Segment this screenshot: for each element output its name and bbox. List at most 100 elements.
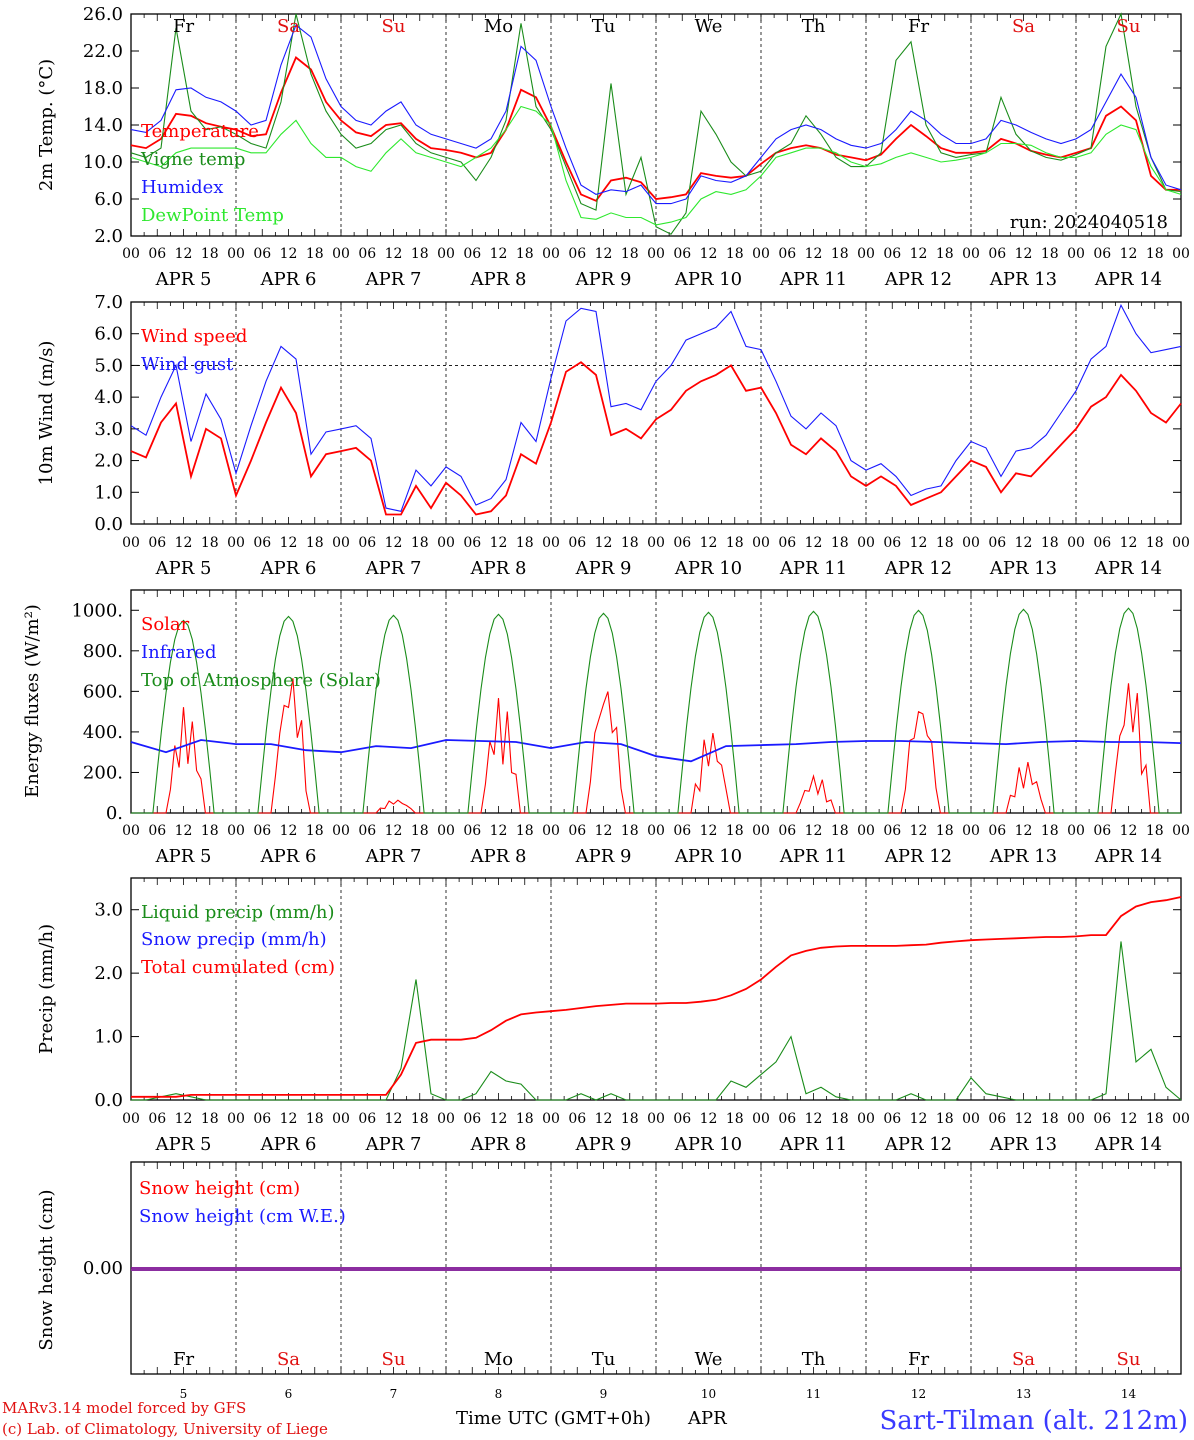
hour-label: 18 xyxy=(621,246,639,262)
hour-label: 00 xyxy=(437,1111,455,1127)
hour-label: 12 xyxy=(490,1111,508,1127)
hour-label: 12 xyxy=(385,823,403,839)
date-label: APR 11 xyxy=(779,1134,847,1155)
hour-label: 06 xyxy=(358,1111,376,1127)
date-number: 8 xyxy=(495,1387,503,1401)
hour-label: 06 xyxy=(568,1111,586,1127)
hour-label: 12 xyxy=(385,535,403,551)
date-number: 10 xyxy=(701,1387,716,1401)
hour-label: 00 xyxy=(332,535,350,551)
hour-label: 06 xyxy=(463,535,481,551)
hour-label: 12 xyxy=(490,823,508,839)
y-tick-label: 0.00 xyxy=(83,1258,123,1279)
hour-label: 12 xyxy=(700,823,718,839)
hour-label: 00 xyxy=(332,246,350,262)
hour-label: 06 xyxy=(253,823,271,839)
hour-label: 18 xyxy=(1041,246,1059,262)
date-label: APR 14 xyxy=(1094,1134,1162,1155)
hour-label: 12 xyxy=(700,1111,718,1127)
hour-label: 06 xyxy=(778,246,796,262)
day-name-bottom: Su xyxy=(382,1349,406,1370)
panel-1 xyxy=(130,12,1182,237)
hour-label: 18 xyxy=(831,246,849,262)
date-label: APR 12 xyxy=(884,846,952,867)
hour-label: 18 xyxy=(201,1111,219,1127)
hour-label: 00 xyxy=(962,246,980,262)
hour-label: 00 xyxy=(437,246,455,262)
day-name-top: Sa xyxy=(277,16,300,37)
series-line xyxy=(131,896,1182,1098)
hour-label: 06 xyxy=(253,535,271,551)
hour-label: 06 xyxy=(988,823,1006,839)
y-tick-label: 2.0 xyxy=(94,451,123,472)
hour-label: 00 xyxy=(962,1111,980,1127)
footer-model-line: MARv3.14 model forced by GFS xyxy=(2,1399,246,1417)
hour-label: 12 xyxy=(1015,246,1033,262)
hour-label: 06 xyxy=(1093,246,1111,262)
hour-label: 18 xyxy=(1146,1111,1164,1127)
date-label: APR 13 xyxy=(989,269,1057,290)
hour-label: 12 xyxy=(805,246,823,262)
hour-label: 18 xyxy=(306,823,324,839)
legend-entry: Snow height (cm) xyxy=(139,1178,300,1199)
hour-label: 06 xyxy=(883,1111,901,1127)
hour-label: 06 xyxy=(358,823,376,839)
y-axis-title: Precip (mm/h) xyxy=(36,924,57,1054)
date-number: 11 xyxy=(806,1387,821,1401)
date-label: APR 14 xyxy=(1094,269,1162,290)
hour-label: 06 xyxy=(463,823,481,839)
hour-label: 00 xyxy=(227,535,245,551)
hour-label: 00 xyxy=(857,246,875,262)
hour-label: 18 xyxy=(411,1111,429,1127)
date-label: APR 13 xyxy=(989,558,1057,579)
legend-entry: DewPoint Temp xyxy=(141,205,284,226)
hour-label: 06 xyxy=(778,535,796,551)
legend-entry: Snow height (cm W.E.) xyxy=(139,1206,346,1227)
hour-label: 06 xyxy=(1093,535,1111,551)
panel-frame xyxy=(130,589,1182,814)
hour-label: 18 xyxy=(831,1111,849,1127)
hour-label: 06 xyxy=(988,535,1006,551)
hour-label: 12 xyxy=(280,823,298,839)
date-number: 14 xyxy=(1121,1387,1137,1401)
legend-entry: Humidex xyxy=(141,177,223,198)
date-number: 13 xyxy=(1016,1387,1031,1401)
hour-label: 12 xyxy=(595,535,613,551)
legend-entry: Liquid precip (mm/h) xyxy=(141,902,335,923)
hour-label: 06 xyxy=(253,1111,271,1127)
series-line xyxy=(130,303,1182,512)
y-tick-label: 6.0 xyxy=(94,324,123,345)
date-label: APR 5 xyxy=(155,846,212,867)
hour-label: 18 xyxy=(1146,823,1164,839)
legend-entry: Solar xyxy=(141,614,190,635)
hour-label: 12 xyxy=(1120,535,1138,551)
hour-label: 00 xyxy=(332,823,350,839)
hour-label: 00 xyxy=(857,823,875,839)
hour-label: 12 xyxy=(385,246,403,262)
hour-label: 00 xyxy=(542,823,560,839)
y-tick-label: 600. xyxy=(83,681,123,702)
hour-label: 00 xyxy=(1067,1111,1085,1127)
hour-label: 18 xyxy=(1041,823,1059,839)
hour-label: 12 xyxy=(1120,823,1138,839)
hour-label: 06 xyxy=(358,246,376,262)
legend-entry: Wind speed xyxy=(141,326,247,347)
panel-2 xyxy=(130,301,1182,525)
hour-label: 12 xyxy=(1120,246,1138,262)
legend-entry: Vigne temp xyxy=(140,149,245,170)
date-number: 9 xyxy=(600,1387,608,1401)
hour-label: 12 xyxy=(1120,1111,1138,1127)
hour-label: 00 xyxy=(752,1111,770,1127)
hour-label: 12 xyxy=(490,246,508,262)
hour-label: 18 xyxy=(411,246,429,262)
date-number: 6 xyxy=(285,1387,293,1401)
date-label: APR 10 xyxy=(674,558,742,579)
hour-label: 00 xyxy=(542,535,560,551)
hour-label: 12 xyxy=(910,246,928,262)
y-tick-label: 800. xyxy=(83,641,123,662)
date-label: APR 7 xyxy=(365,846,422,867)
hour-label: 06 xyxy=(883,246,901,262)
hour-label: 18 xyxy=(1041,535,1059,551)
y-tick-label: 1.0 xyxy=(94,482,123,503)
y-tick-label: 22.0 xyxy=(83,41,123,62)
